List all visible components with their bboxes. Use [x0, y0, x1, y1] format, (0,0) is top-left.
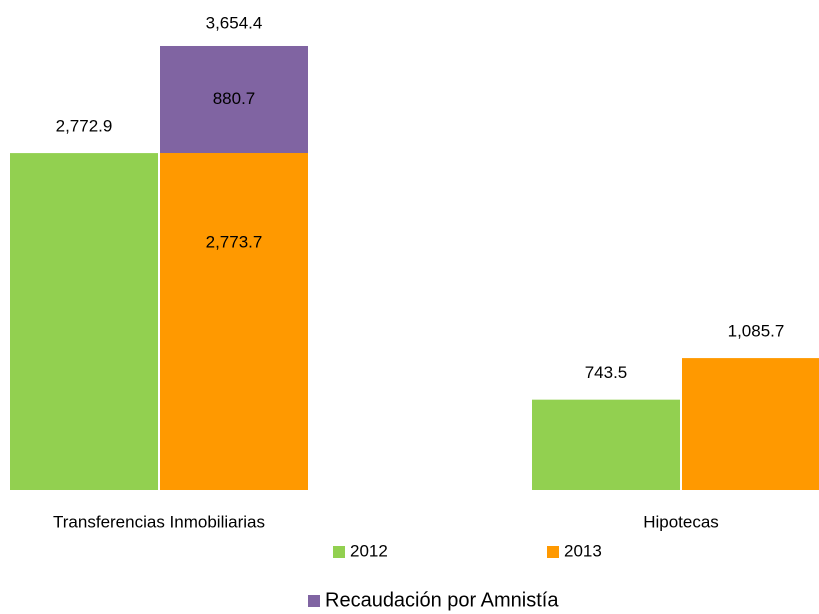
bar	[532, 399, 680, 490]
data-label: 2,773.7	[206, 232, 263, 251]
data-label: 743.5	[585, 363, 628, 382]
legend-label: 2013	[564, 541, 602, 560]
legend-swatch	[308, 595, 320, 607]
data-label: 880.7	[213, 89, 256, 108]
legend-label: 2012	[350, 541, 388, 560]
legend-swatch	[547, 546, 559, 558]
bar	[10, 153, 158, 490]
bar	[160, 152, 308, 490]
total-label: 3,654.4	[206, 13, 263, 32]
data-label: 1,085.7	[728, 322, 785, 341]
x-tick-label: Transferencias Inmobiliarias	[53, 512, 265, 531]
bar-segment	[160, 45, 308, 153]
bar	[682, 358, 819, 490]
data-label: 2,772.9	[56, 117, 113, 136]
x-tick-label: Hipotecas	[643, 512, 719, 531]
legend-swatch	[333, 546, 345, 558]
legend-label: Recaudación por Amnistía	[325, 589, 559, 611]
